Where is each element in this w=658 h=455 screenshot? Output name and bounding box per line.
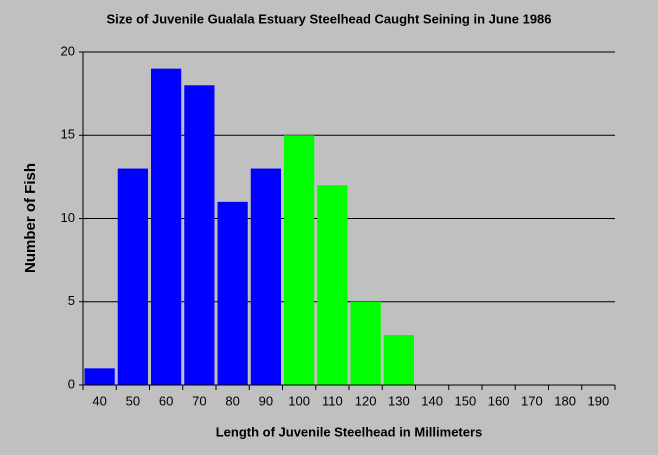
x-tick-label: 190	[588, 393, 610, 408]
x-tick-label: 150	[455, 393, 477, 408]
bar	[350, 301, 381, 385]
y-tick-label: 15	[61, 127, 75, 142]
x-tick-label: 160	[488, 393, 510, 408]
x-tick-label: 100	[288, 393, 310, 408]
y-tick-label: 5	[68, 293, 75, 308]
x-tick-label: 110	[322, 393, 343, 408]
x-tick-label: 40	[92, 393, 106, 408]
y-tick-label: 10	[61, 210, 75, 225]
x-tick-label: 120	[355, 393, 377, 408]
bar	[184, 85, 215, 386]
bar	[383, 335, 414, 385]
x-tick-label: 90	[259, 393, 273, 408]
x-tick-label: 50	[126, 393, 140, 408]
x-tick-label: 60	[159, 393, 173, 408]
bar	[217, 201, 248, 385]
bar	[317, 185, 348, 385]
bar	[250, 168, 281, 385]
y-tick-label: 20	[61, 43, 75, 58]
y-axis-label: Number of Fish	[22, 163, 39, 273]
x-axis-label: Length of Juvenile Steelhead in Millimet…	[216, 424, 483, 439]
x-tick-label: 170	[521, 393, 543, 408]
bar	[117, 168, 148, 385]
chart-title: Size of Juvenile Gualala Estuary Steelhe…	[106, 11, 551, 26]
bar	[84, 368, 115, 385]
y-tick-label: 0	[68, 376, 75, 391]
bar	[284, 135, 315, 385]
x-tick-label: 130	[388, 393, 410, 408]
x-tick-label: 80	[225, 393, 239, 408]
bar	[151, 68, 182, 386]
x-tick-label: 180	[554, 393, 576, 408]
x-tick-label: 140	[421, 393, 443, 408]
x-tick-label: 70	[192, 393, 206, 408]
